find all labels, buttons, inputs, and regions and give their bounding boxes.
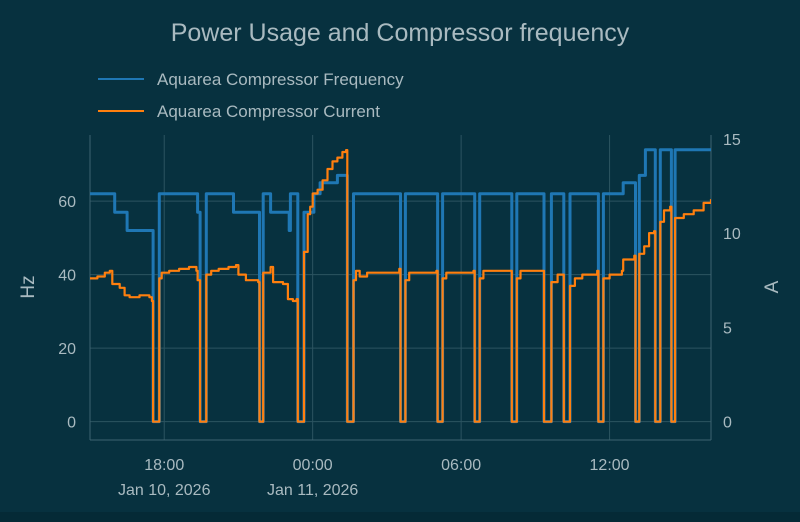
y-right-tick-label: 10 <box>723 226 741 243</box>
frequency-series-line[interactable] <box>90 148 711 424</box>
x-tick-label: 06:00 <box>441 457 481 474</box>
x-tick-label: 00:00 <box>293 457 333 474</box>
series-layer <box>90 148 711 424</box>
x-tick-label: 18:00 <box>144 457 184 474</box>
y-left-tick-label: 20 <box>58 341 76 358</box>
legend[interactable]: Aquarea Compressor Frequency Aquarea Com… <box>98 70 404 121</box>
y-right-tick-label: 5 <box>723 320 732 337</box>
y-left-tick-label: 60 <box>58 194 76 211</box>
y-right-axis-title: A <box>762 280 783 293</box>
bottom-bar <box>0 512 800 522</box>
y-left-axis-title: Hz <box>18 275 39 298</box>
legend-current-label[interactable]: Aquarea Compressor Current <box>157 102 380 121</box>
y-right-tick-label: 0 <box>723 415 732 432</box>
x-tick-label: 12:00 <box>590 457 630 474</box>
chart-title: Power Usage and Compressor frequency <box>171 19 630 47</box>
axes: 0 20 40 60 18:00 Jan 10, 2026 00:00 Jan 11, 202… <box>58 132 741 499</box>
y-left-tick-label: 0 <box>67 415 76 432</box>
current-series-line[interactable] <box>90 149 711 423</box>
y-right-tick-label: 15 <box>723 132 741 149</box>
y-left-tick-label: 40 <box>58 268 76 285</box>
x-tick-date-label: Jan 11, 2026 <box>267 482 358 499</box>
x-tick-date-label: Jan 10, 2026 <box>118 482 211 499</box>
legend-frequency-label[interactable]: Aquarea Compressor Frequency <box>157 70 404 89</box>
